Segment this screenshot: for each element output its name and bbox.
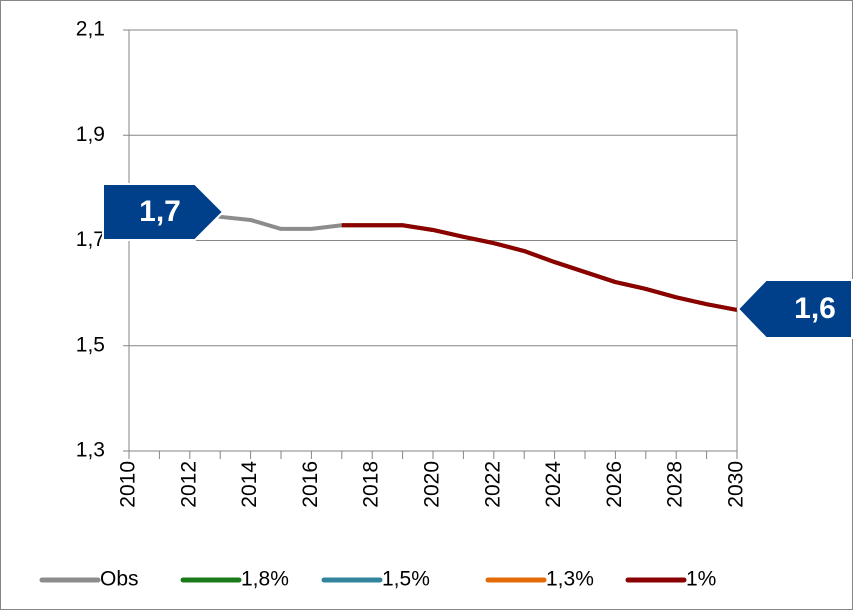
legend-label: Obs <box>100 568 139 591</box>
x-tick-label: 2012 <box>177 461 200 508</box>
x-tick-label: 2014 <box>238 461 261 508</box>
callout-left: 1,7 <box>102 183 225 241</box>
callout-right: 1,6 <box>736 279 853 339</box>
x-tick-label: 2024 <box>542 461 565 508</box>
legend-label: 1,5% <box>382 568 430 591</box>
callout-label: 1,7 <box>139 195 181 228</box>
legend-label: 1% <box>686 568 716 591</box>
y-tick-label: 1,9 <box>76 123 105 146</box>
x-tick-label: 2028 <box>664 461 687 508</box>
x-tick-label: 2030 <box>725 461 748 508</box>
legend-label: 1,8% <box>241 568 289 591</box>
y-tick-label: 1,7 <box>76 228 105 251</box>
series-line <box>341 223 738 312</box>
x-tick-label: 2020 <box>421 461 444 508</box>
x-tick-label: 2010 <box>117 461 140 508</box>
callout-label: 1,6 <box>794 292 836 325</box>
callout-shape <box>736 279 853 339</box>
y-tick-label: 1,3 <box>76 439 105 462</box>
x-tick-label: 2018 <box>360 461 383 508</box>
x-tick-label: 2026 <box>603 461 626 508</box>
callout-shape <box>102 183 225 241</box>
y-tick-label: 1,5 <box>76 333 105 356</box>
legend-label: 1,3% <box>546 568 594 591</box>
x-tick-label: 2016 <box>299 461 322 508</box>
y-tick-label: 2,1 <box>76 18 105 41</box>
x-tick-label: 2022 <box>481 461 504 508</box>
